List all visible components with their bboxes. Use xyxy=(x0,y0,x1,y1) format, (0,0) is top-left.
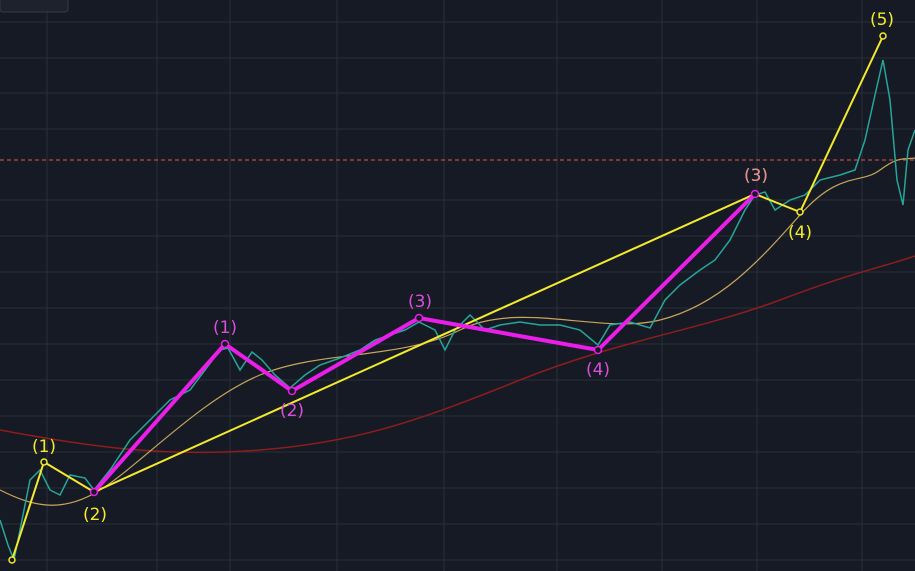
wave-label: (4) xyxy=(586,360,610,380)
wave-label: (4) xyxy=(788,223,812,243)
intermediate-wave-line xyxy=(92,192,757,494)
wave-label: (5) xyxy=(870,10,894,30)
wave-label: (1) xyxy=(32,437,56,457)
wave-label: (3) xyxy=(744,166,768,186)
wave-points xyxy=(8,32,887,564)
wave-label: (2) xyxy=(280,401,304,421)
primary-wave-line xyxy=(11,35,884,561)
slow-moving-average xyxy=(0,255,915,454)
fast-moving-average xyxy=(0,157,915,506)
toolbar[interactable] xyxy=(0,0,69,13)
price-series xyxy=(0,59,915,563)
wave-label: (3) xyxy=(408,292,432,312)
wave-label: (1) xyxy=(213,318,237,338)
wave-label: (3) xyxy=(744,166,768,186)
wave-label: (2) xyxy=(83,505,107,525)
